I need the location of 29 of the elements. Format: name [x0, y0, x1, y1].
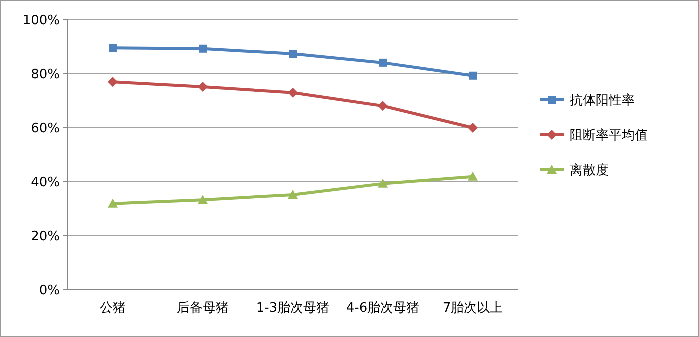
legend-label: 离散度 [570, 162, 609, 179]
point [378, 178, 388, 188]
x-tick-label: 7胎次以上 [442, 301, 504, 316]
point [198, 82, 208, 92]
point [199, 44, 207, 53]
point [289, 50, 297, 58]
point [379, 58, 387, 67]
point [288, 88, 298, 98]
x-tick-label: 1-3胎次母猪 [256, 301, 330, 316]
point [198, 195, 208, 204]
y-tick-label: 80% [31, 68, 60, 83]
y-tick-label: 40% [31, 176, 60, 191]
point [108, 77, 118, 88]
x-tick-label: 4-6胎次母猪 [346, 301, 420, 316]
point [108, 198, 118, 208]
y-tick-label: 100% [22, 14, 60, 29]
x-tick-label: 后备母猪 [177, 301, 229, 316]
y-tick-label: 20% [31, 230, 60, 245]
legend-label: 阻断率平均值 [570, 128, 648, 144]
point [468, 172, 478, 181]
point [378, 101, 388, 112]
point [109, 44, 117, 52]
legend-label: 抗体阳性率 [570, 92, 635, 109]
y-tick-label: 60% [31, 122, 60, 137]
point [469, 72, 477, 80]
point [468, 123, 478, 133]
x-tick-label: 公猪 [100, 301, 126, 316]
y-tick-label: 0% [39, 284, 60, 299]
point [288, 190, 298, 199]
